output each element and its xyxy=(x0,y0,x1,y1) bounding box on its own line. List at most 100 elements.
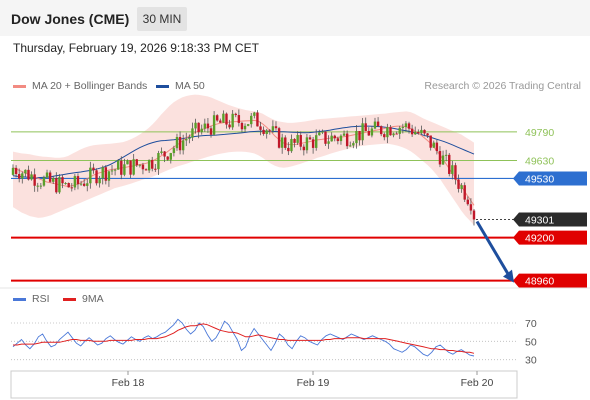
rsi-ma9-line xyxy=(13,323,475,354)
candle-body xyxy=(231,113,234,128)
candle-body xyxy=(454,165,457,180)
candle-body xyxy=(315,135,318,148)
rsi-line xyxy=(12,318,475,357)
legend-rsi: RSI xyxy=(13,293,50,305)
level-label-49301: 49301 xyxy=(525,215,554,227)
legend-ma50: MA 50 xyxy=(156,80,205,92)
candle-body xyxy=(48,172,52,182)
timeframe-button[interactable]: 30 MIN xyxy=(137,7,187,31)
candle-body xyxy=(253,112,256,116)
candle-body xyxy=(219,120,222,123)
header-bar: Dow Jones (CME) 30 MIN xyxy=(0,0,590,36)
candle-body xyxy=(24,169,27,174)
candle-body xyxy=(138,164,142,166)
candle-body xyxy=(197,122,200,133)
candle-body xyxy=(129,160,132,175)
candle-body xyxy=(194,122,197,129)
instrument-title: Dow Jones (CME) xyxy=(11,11,130,27)
candle-body xyxy=(414,132,417,135)
level-tag-49530 xyxy=(513,171,587,186)
candle-body xyxy=(27,169,30,180)
legend-ma20-swatch xyxy=(13,84,26,88)
level-tag-49200 xyxy=(513,230,587,245)
candle-body xyxy=(243,125,247,130)
candle-body xyxy=(355,130,358,144)
candle-body xyxy=(188,137,191,139)
candle-body xyxy=(274,126,278,129)
candle-body xyxy=(361,123,364,141)
candle-body xyxy=(144,169,148,171)
candle-body xyxy=(472,210,476,220)
candle-body xyxy=(246,124,250,126)
candle-body xyxy=(290,138,293,152)
candle-body xyxy=(466,199,470,205)
x-axis-frame xyxy=(10,370,518,399)
candle-body xyxy=(299,135,302,147)
candle-body xyxy=(95,170,98,184)
candle-body xyxy=(212,115,216,135)
candle-body xyxy=(358,130,361,141)
candle-body xyxy=(392,133,395,136)
candle-body xyxy=(45,172,49,178)
legend-ma20: MA 20 + Bollinger Bands xyxy=(13,80,147,92)
candle-body xyxy=(58,177,61,193)
forecast-arrow-head xyxy=(503,269,514,283)
level-label-49630: 49630 xyxy=(525,156,554,168)
candle-body xyxy=(17,174,21,179)
x-tick-label: Feb 19 xyxy=(297,377,330,389)
candle-body xyxy=(166,156,169,160)
candle-body xyxy=(123,164,126,175)
candle-body xyxy=(448,154,451,174)
candle-body xyxy=(55,178,58,193)
candle-body xyxy=(318,132,321,136)
candle-body xyxy=(52,178,55,182)
candle-body xyxy=(14,167,18,175)
candle-body xyxy=(70,187,73,189)
candle-body xyxy=(135,159,138,166)
candle-body xyxy=(256,112,259,127)
candle-body xyxy=(132,159,135,175)
candle-body xyxy=(42,177,46,186)
candle-body xyxy=(426,133,429,136)
copyright-label: Research © 2026 Trading Central xyxy=(424,80,581,92)
candle-body xyxy=(287,147,290,152)
candle-body xyxy=(379,126,383,135)
candle-body xyxy=(200,128,203,133)
candle-body xyxy=(345,133,349,147)
candle-body xyxy=(79,183,83,185)
candle-body xyxy=(423,129,426,134)
candle-body xyxy=(172,148,176,154)
candle-body xyxy=(395,133,398,135)
candle-body xyxy=(463,185,466,200)
candle-body xyxy=(441,155,445,165)
candle-body xyxy=(268,130,271,132)
candle-body xyxy=(206,123,210,129)
candle-body xyxy=(327,141,330,144)
candle-body xyxy=(389,127,392,136)
candle-body xyxy=(225,113,228,125)
candle-body xyxy=(432,142,435,148)
candle-body xyxy=(308,137,312,140)
candle-body xyxy=(277,128,281,148)
candle-body xyxy=(141,164,145,170)
candle-body xyxy=(333,135,336,139)
candle-body xyxy=(444,154,448,156)
candle-body xyxy=(163,151,166,157)
level-tag-48960 xyxy=(513,273,587,288)
candle-body xyxy=(89,167,92,184)
candle-body xyxy=(293,138,296,143)
candle-body xyxy=(237,115,241,123)
candle-body xyxy=(86,183,89,186)
candle-body xyxy=(352,143,355,146)
candle-body xyxy=(67,183,70,188)
candle-body xyxy=(157,152,160,170)
candle-body xyxy=(250,115,253,125)
candle-body xyxy=(373,121,377,129)
candle-body xyxy=(116,160,120,170)
candle-body xyxy=(191,128,194,138)
candle-body xyxy=(181,140,185,151)
candle-body xyxy=(364,123,367,132)
candle-body xyxy=(457,179,460,189)
candle-body xyxy=(160,151,163,153)
